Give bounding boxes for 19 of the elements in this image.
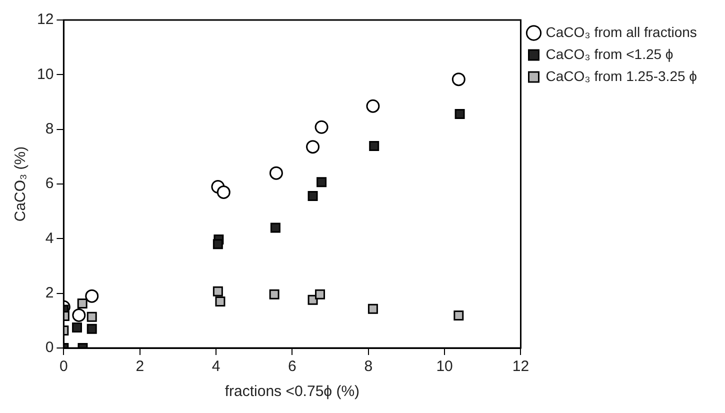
- legend-label: CaCO₃ from all fractions: [546, 24, 697, 40]
- y-tick-label: 8: [45, 120, 54, 138]
- legend-label: CaCO₃ from <1.25 ϕ: [546, 46, 674, 62]
- x-tick-label: 10: [436, 358, 453, 376]
- x-tick-label: 4: [212, 358, 220, 376]
- y-tick-label: 6: [45, 175, 54, 192]
- legend-label: CaCO₃ from 1.25-3.25 ϕ: [546, 68, 698, 84]
- y-tick-label: 0: [45, 339, 54, 356]
- y-tick-label: 10: [36, 66, 54, 83]
- x-tick-label: 8: [364, 358, 373, 376]
- y-tick-label: 4: [45, 230, 54, 247]
- x-tick-label: 6: [288, 358, 296, 376]
- x-tick-label: 2: [136, 358, 144, 376]
- x-tick-label: 0: [60, 358, 68, 376]
- y-axis-title: CaCO₃ (%): [12, 146, 30, 222]
- x-tick-label: 12: [512, 358, 530, 376]
- y-tick-label: 2: [45, 284, 54, 302]
- y-tick-label: 12: [36, 11, 54, 28]
- x-axis-title: fractions <0.75ϕ (%): [224, 383, 360, 400]
